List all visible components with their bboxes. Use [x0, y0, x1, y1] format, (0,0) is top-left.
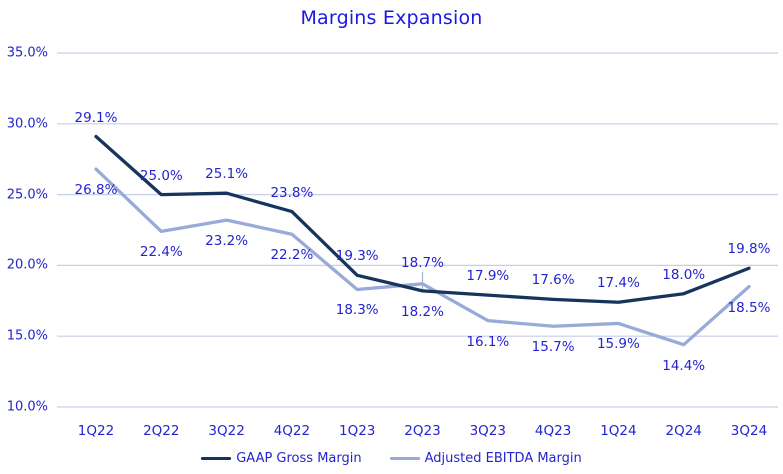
- data-label: 15.7%: [531, 339, 575, 356]
- data-label: 25.1%: [205, 166, 249, 183]
- data-label: 18.5%: [727, 299, 771, 316]
- x-axis-tick-label: 2Q23: [404, 423, 441, 439]
- data-label: 23.2%: [205, 233, 249, 250]
- legend-label: Adjusted EBITDA Margin: [424, 451, 582, 466]
- data-label: 25.0%: [139, 167, 183, 184]
- legend: GAAP Gross Margin Adjusted EBITDA Margin: [0, 451, 783, 466]
- data-label: 17.6%: [531, 272, 575, 289]
- data-label: 18.0%: [662, 266, 706, 283]
- y-axis-tick-label: 35.0%: [6, 45, 48, 61]
- data-label: 14.4%: [662, 357, 706, 374]
- data-label: 22.2%: [270, 247, 314, 264]
- data-label: 18.3%: [335, 302, 379, 319]
- legend-item-gaap-gross-margin: GAAP Gross Margin: [201, 451, 362, 466]
- data-label: 17.4%: [596, 275, 640, 292]
- data-label: 18.2%: [401, 303, 444, 320]
- x-axis-tick-label: 4Q22: [273, 423, 311, 439]
- y-axis-tick-label: 10.0%: [6, 399, 48, 415]
- chart-title: Margins Expansion: [300, 7, 483, 29]
- data-label: 17.9%: [466, 268, 510, 285]
- y-axis-tick-label: 25.0%: [6, 187, 48, 203]
- x-axis-tick-label: 2Q22: [143, 423, 180, 439]
- x-axis-tick-label: 1Q22: [77, 423, 115, 439]
- data-label: 23.8%: [270, 184, 314, 201]
- data-label: 16.1%: [466, 333, 510, 350]
- y-axis-tick-label: 20.0%: [6, 257, 48, 273]
- series-line-adjusted-ebitda-margin: [94, 167, 751, 347]
- series-line-gaap-gross-margin: [94, 134, 751, 304]
- x-axis-tick-label: 1Q24: [600, 423, 637, 439]
- data-label: 19.8%: [727, 241, 771, 258]
- x-axis-tick-label: 1Q23: [338, 423, 376, 439]
- data-label: 15.9%: [596, 336, 640, 353]
- legend-item-adjusted-ebitda-margin: Adjusted EBITDA Margin: [389, 451, 582, 466]
- legend-label: GAAP Gross Margin: [236, 451, 362, 466]
- y-axis-tick-label: 15.0%: [6, 328, 48, 344]
- data-label: 26.8%: [74, 182, 118, 199]
- y-axis-tick-label: 30.0%: [6, 116, 48, 132]
- x-axis-tick-label: 3Q23: [469, 423, 506, 439]
- x-axis-tick-label: 2Q24: [665, 423, 702, 439]
- data-label: 19.3%: [335, 248, 379, 265]
- x-axis-tick-label: 3Q22: [208, 423, 245, 439]
- x-axis-tick-label: 3Q24: [730, 423, 768, 439]
- data-label: 18.7%: [401, 254, 444, 271]
- legend-line-swatch: [201, 457, 232, 460]
- data-label: 29.1%: [74, 109, 118, 126]
- data-label: 22.4%: [139, 244, 183, 261]
- legend-line-swatch: [389, 457, 420, 460]
- x-axis-tick-label: 4Q23: [534, 423, 572, 439]
